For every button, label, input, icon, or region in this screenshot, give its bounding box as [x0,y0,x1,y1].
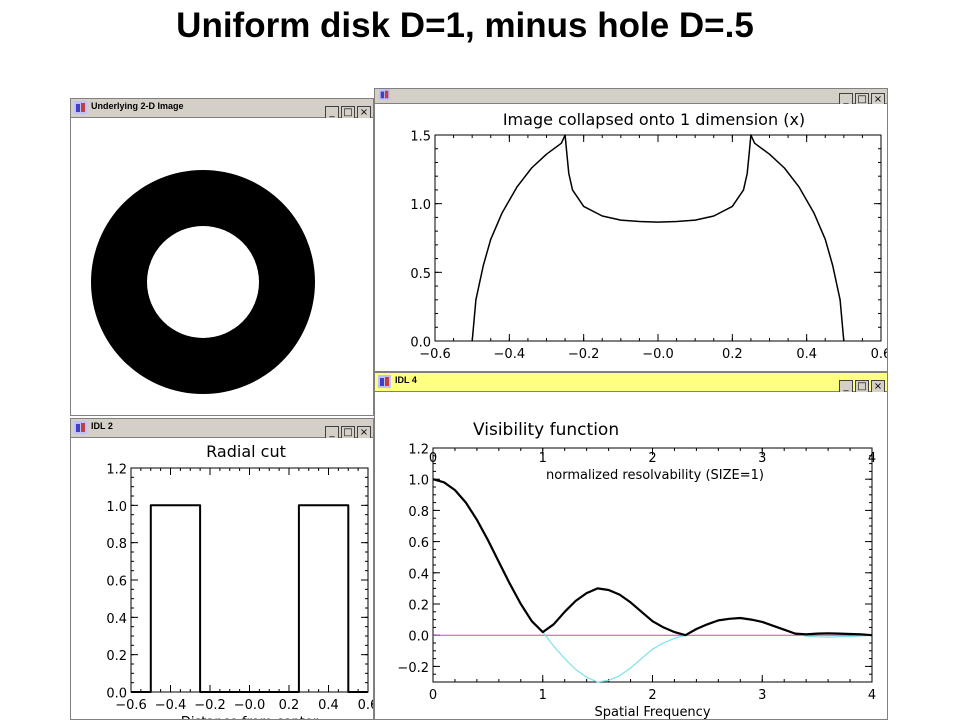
x-tick-label: 0 [429,688,437,703]
chart-subtitle: normalized resolvability (SIZE=1) [546,468,764,483]
x-tick-label: −0.2 [194,698,226,713]
y-tick-label: 1.0 [106,500,127,515]
x-tick-label: 0.6 [871,347,887,362]
image-window-title: Underlying 2-D Image [91,101,184,111]
idl-app-icon [74,421,87,434]
y-tick-label: 0.2 [408,599,429,614]
y-tick-label: 0.6 [106,575,127,590]
x-tick-label: 2 [648,688,656,703]
y-tick-label: 0.6 [408,536,429,551]
radial-chart: −0.6 −0.4 −0.2 −0.0 0.2 0.4 0.6 0.0 0.2 0.4 0.6 0.8… [106,442,373,719]
image-window-controls: _ □ × [323,100,371,120]
chart-title: Image collapsed onto 1 dimension (x) [503,110,805,129]
x-tick-label: 0.4 [318,698,339,713]
x-axis-label: Distance from center [181,715,319,719]
x-tick-label: −0.6 [115,698,147,713]
chart-title: Radial cut [206,442,286,461]
top-x-tick-label: 4 [868,451,876,466]
y-tick-label: 1.0 [408,474,429,489]
y-tick-label: 1.2 [408,443,429,458]
y-tick-label: 1.0 [410,198,431,213]
absolute-visibility-line [432,478,873,637]
y-tick-label: 1.2 [106,463,127,478]
top-x-tick-label: 3 [758,451,766,466]
y-tick-label: −0.2 [397,661,429,676]
y-tick-label: 0.4 [106,612,127,627]
radial-window-controls: _ □ × [323,420,371,440]
y-tick-label: 0.4 [408,567,429,582]
radial-profile-line [131,504,368,693]
y-tick-label: 0.8 [408,505,429,520]
plot-frame [434,134,882,342]
y-tick-label: 0.0 [408,630,429,645]
top-x-tick-label: 1 [539,451,547,466]
idl-app-icon [379,89,390,100]
x-tick-label: 0.4 [796,347,817,362]
radial-window-title: IDL 2 [91,421,113,431]
x-tick-label: −0.0 [234,698,266,713]
collapsed-window: _□× −0.6 −0.4 −0.2 −0.0 0.2 0.4 0.6 0.0 0.5 1.0 1.… [374,88,888,372]
x-tick-label: 1 [539,688,547,703]
x-tick-label: 0.2 [279,698,300,713]
collapsed-chart: −0.6 −0.4 −0.2 −0.0 0.2 0.4 0.6 0.0 0.5 1.0 1.5 Ima… [410,110,887,362]
vis-window-controls: _ □ × [837,374,885,394]
idl-app-icon [378,375,391,388]
image-window: Underlying 2-D Image _ □ × [70,98,374,416]
y-tick-label: 0.8 [106,537,127,552]
top-x-tick-label: 0 [429,451,437,466]
inner-hole [147,226,259,338]
vis-window-titlebar[interactable]: IDL 4 _ □ × [375,373,887,394]
collapsed-plot-pane: −0.6 −0.4 −0.2 −0.0 0.2 0.4 0.6 0.0 0.5 1.0 1.5 Ima… [375,104,887,371]
image-pane [71,118,373,415]
chart-title: Visibility function [473,420,619,440]
slide-title: Uniform disk D=1, minus hole D=.5 [176,6,754,45]
y-tick-label: 0.2 [106,649,127,664]
radial-window: IDL 2 _□× −0.6 −0.4 −0.2 −0.0 0.2 0.4 0.6 0.0 0.… [70,418,374,720]
collapsed-window-controls: _ □ × [837,89,885,107]
close-button[interactable]: × [871,93,885,107]
visibility-chart: 0 1 2 3 4−0.20.00.20.40.60.81.01.20 1 2 3 4Visib… [397,420,876,719]
x-tick-label: −0.4 [494,347,526,362]
x-tick-label: −0.0 [642,347,674,362]
x-tick-label: 0.6 [358,698,373,713]
x-tick-label: −0.2 [568,347,600,362]
y-tick-label: 1.5 [410,130,431,145]
vis-window: IDL 4 _ □ × 0 1 2 3 4 −0.2 0.0 0.2 0.4 0.6 0.8 1.0 1.2… [374,372,888,720]
maximize-button[interactable]: □ [341,106,355,120]
plot-frame [130,467,369,693]
x-tick-label: −0.6 [419,347,451,362]
plot-frame [432,447,873,683]
x-tick-label: 3 [758,688,766,703]
top-x-tick-label: 2 [648,451,656,466]
annulus-image [91,170,315,394]
collapsed-window-titlebar[interactable]: _ □ × [375,89,887,107]
vis-window-title: IDL 4 [395,375,417,385]
idl-app-icon [74,101,87,114]
signed-visibility-line [432,478,873,683]
y-tick-label: 0.0 [410,336,431,351]
vis-plot-pane: 0 1 2 3 4 −0.2 0.0 0.2 0.4 0.6 0.8 1.0 1.2 0 1 2 3 4 Visib… [375,392,887,719]
x-tick-label: 0.2 [722,347,743,362]
radial-plot-pane: −0.6 −0.4 −0.2 −0.0 0.2 0.4 0.6 0.0 0.2 0.4 0.6 0.8… [71,438,373,719]
image-window-titlebar[interactable]: Underlying 2-D Image _ □ × [71,99,373,120]
radial-window-titlebar[interactable]: IDL 2 _ □ × [71,419,373,440]
collapsed-profile-line [471,134,845,342]
x-tick-label: −0.4 [155,698,187,713]
y-tick-label: 0.5 [410,267,431,282]
x-tick-label: 4 [868,688,876,703]
minimize-button[interactable]: _ [839,93,853,107]
x-axis-label: Spatial Frequency [594,705,710,719]
y-tick-label: 0.0 [106,687,127,702]
